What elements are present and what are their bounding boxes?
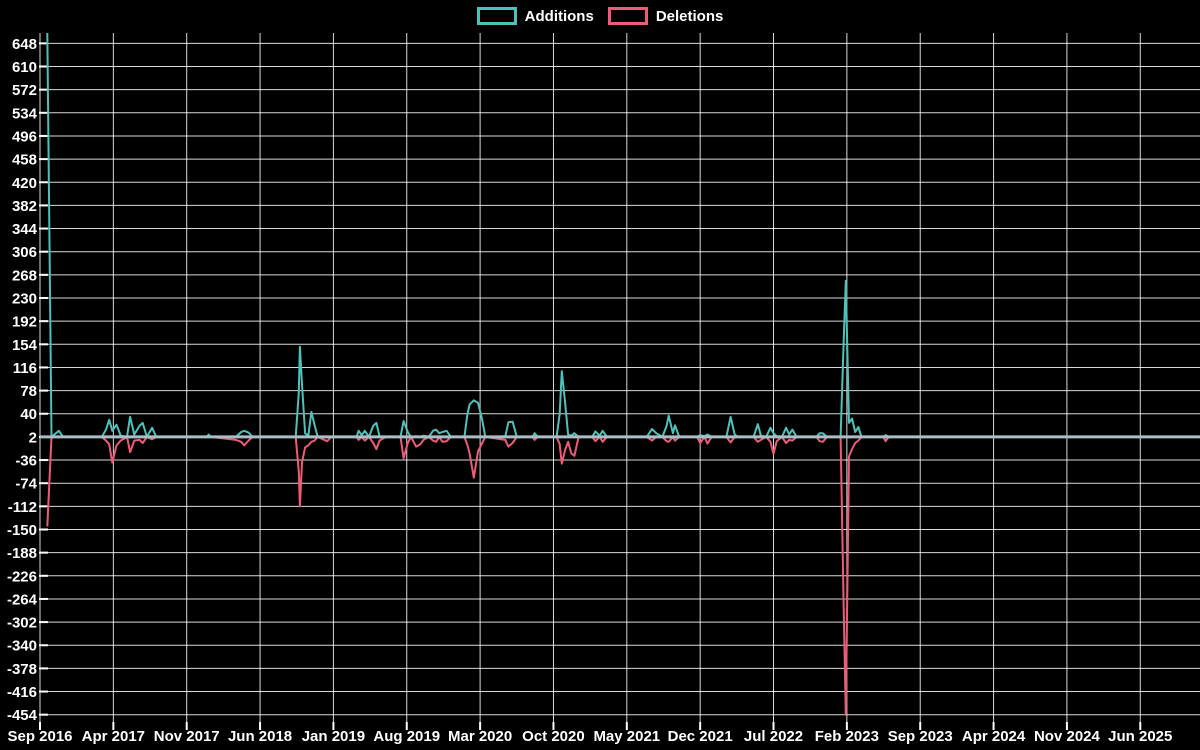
svg-text:-150: -150 — [7, 522, 37, 539]
svg-text:May 2021: May 2021 — [593, 728, 660, 745]
svg-text:Sep 2023: Sep 2023 — [888, 728, 953, 745]
svg-text:154: 154 — [12, 337, 38, 354]
legend-label-additions: Additions — [524, 7, 594, 25]
svg-text:Jun 2025: Jun 2025 — [1108, 728, 1172, 745]
svg-text:496: 496 — [12, 128, 37, 145]
svg-text:-264: -264 — [7, 591, 38, 608]
svg-text:Jan 2019: Jan 2019 — [302, 728, 365, 745]
svg-text:Apr 2017: Apr 2017 — [82, 728, 145, 745]
y-axis: 648 610 572 534 496 458 420 382 344 306 268 230 192 1… — [7, 36, 48, 724]
svg-text:Jun 2018: Jun 2018 — [228, 728, 292, 745]
svg-text:Apr 2024: Apr 2024 — [962, 728, 1026, 745]
svg-text:Oct 2020: Oct 2020 — [522, 728, 585, 745]
svg-text:116: 116 — [13, 360, 37, 377]
svg-text:344: 344 — [12, 221, 38, 238]
svg-text:Mar 2020: Mar 2020 — [448, 728, 512, 745]
svg-text:306: 306 — [12, 244, 37, 261]
svg-text:-340: -340 — [7, 638, 37, 655]
svg-text:230: 230 — [12, 291, 37, 308]
svg-text:Dec 2021: Dec 2021 — [668, 728, 733, 745]
legend-item-additions[interactable]: Additions — [476, 7, 594, 25]
chart-legend: Additions Deletions — [0, 7, 1200, 25]
legend-label-deletions: Deletions — [655, 7, 724, 25]
svg-text:458: 458 — [12, 152, 37, 169]
additions-line — [46, 33, 1200, 438]
svg-text:-188: -188 — [7, 545, 37, 562]
legend-item-deletions[interactable]: Deletions — [607, 7, 724, 25]
svg-text:-74: -74 — [15, 476, 37, 493]
svg-text:-36: -36 — [15, 453, 37, 470]
additions-swatch-icon — [476, 7, 517, 25]
x-axis: Sep 2016 Apr 2017 Nov 2017 Jun 2018 Jan 2019… — [7, 722, 1172, 745]
svg-text:-416: -416 — [7, 684, 37, 701]
deletions-swatch-icon — [607, 7, 648, 25]
svg-text:-112: -112 — [8, 499, 37, 516]
grid-lines — [39, 33, 1200, 722]
svg-text:192: 192 — [12, 314, 37, 331]
svg-text:-226: -226 — [7, 568, 37, 585]
svg-text:78: 78 — [20, 383, 37, 400]
svg-text:Nov 2017: Nov 2017 — [154, 728, 220, 745]
svg-text:420: 420 — [12, 175, 37, 192]
svg-text:610: 610 — [12, 59, 37, 76]
svg-text:-454: -454 — [7, 707, 38, 724]
svg-text:Nov 2024: Nov 2024 — [1034, 728, 1101, 745]
svg-text:-302: -302 — [7, 615, 37, 632]
svg-text:2: 2 — [29, 429, 37, 446]
svg-text:Aug 2019: Aug 2019 — [373, 728, 440, 745]
svg-text:Feb 2023: Feb 2023 — [815, 728, 879, 745]
svg-text:Jul 2022: Jul 2022 — [744, 728, 803, 745]
svg-text:648: 648 — [12, 36, 37, 53]
svg-text:-378: -378 — [7, 661, 37, 678]
svg-text:268: 268 — [12, 267, 37, 284]
svg-text:534: 534 — [12, 105, 38, 122]
svg-text:572: 572 — [12, 82, 37, 99]
svg-text:382: 382 — [12, 198, 37, 215]
svg-text:Sep 2016: Sep 2016 — [7, 728, 72, 745]
svg-text:40: 40 — [20, 406, 37, 423]
